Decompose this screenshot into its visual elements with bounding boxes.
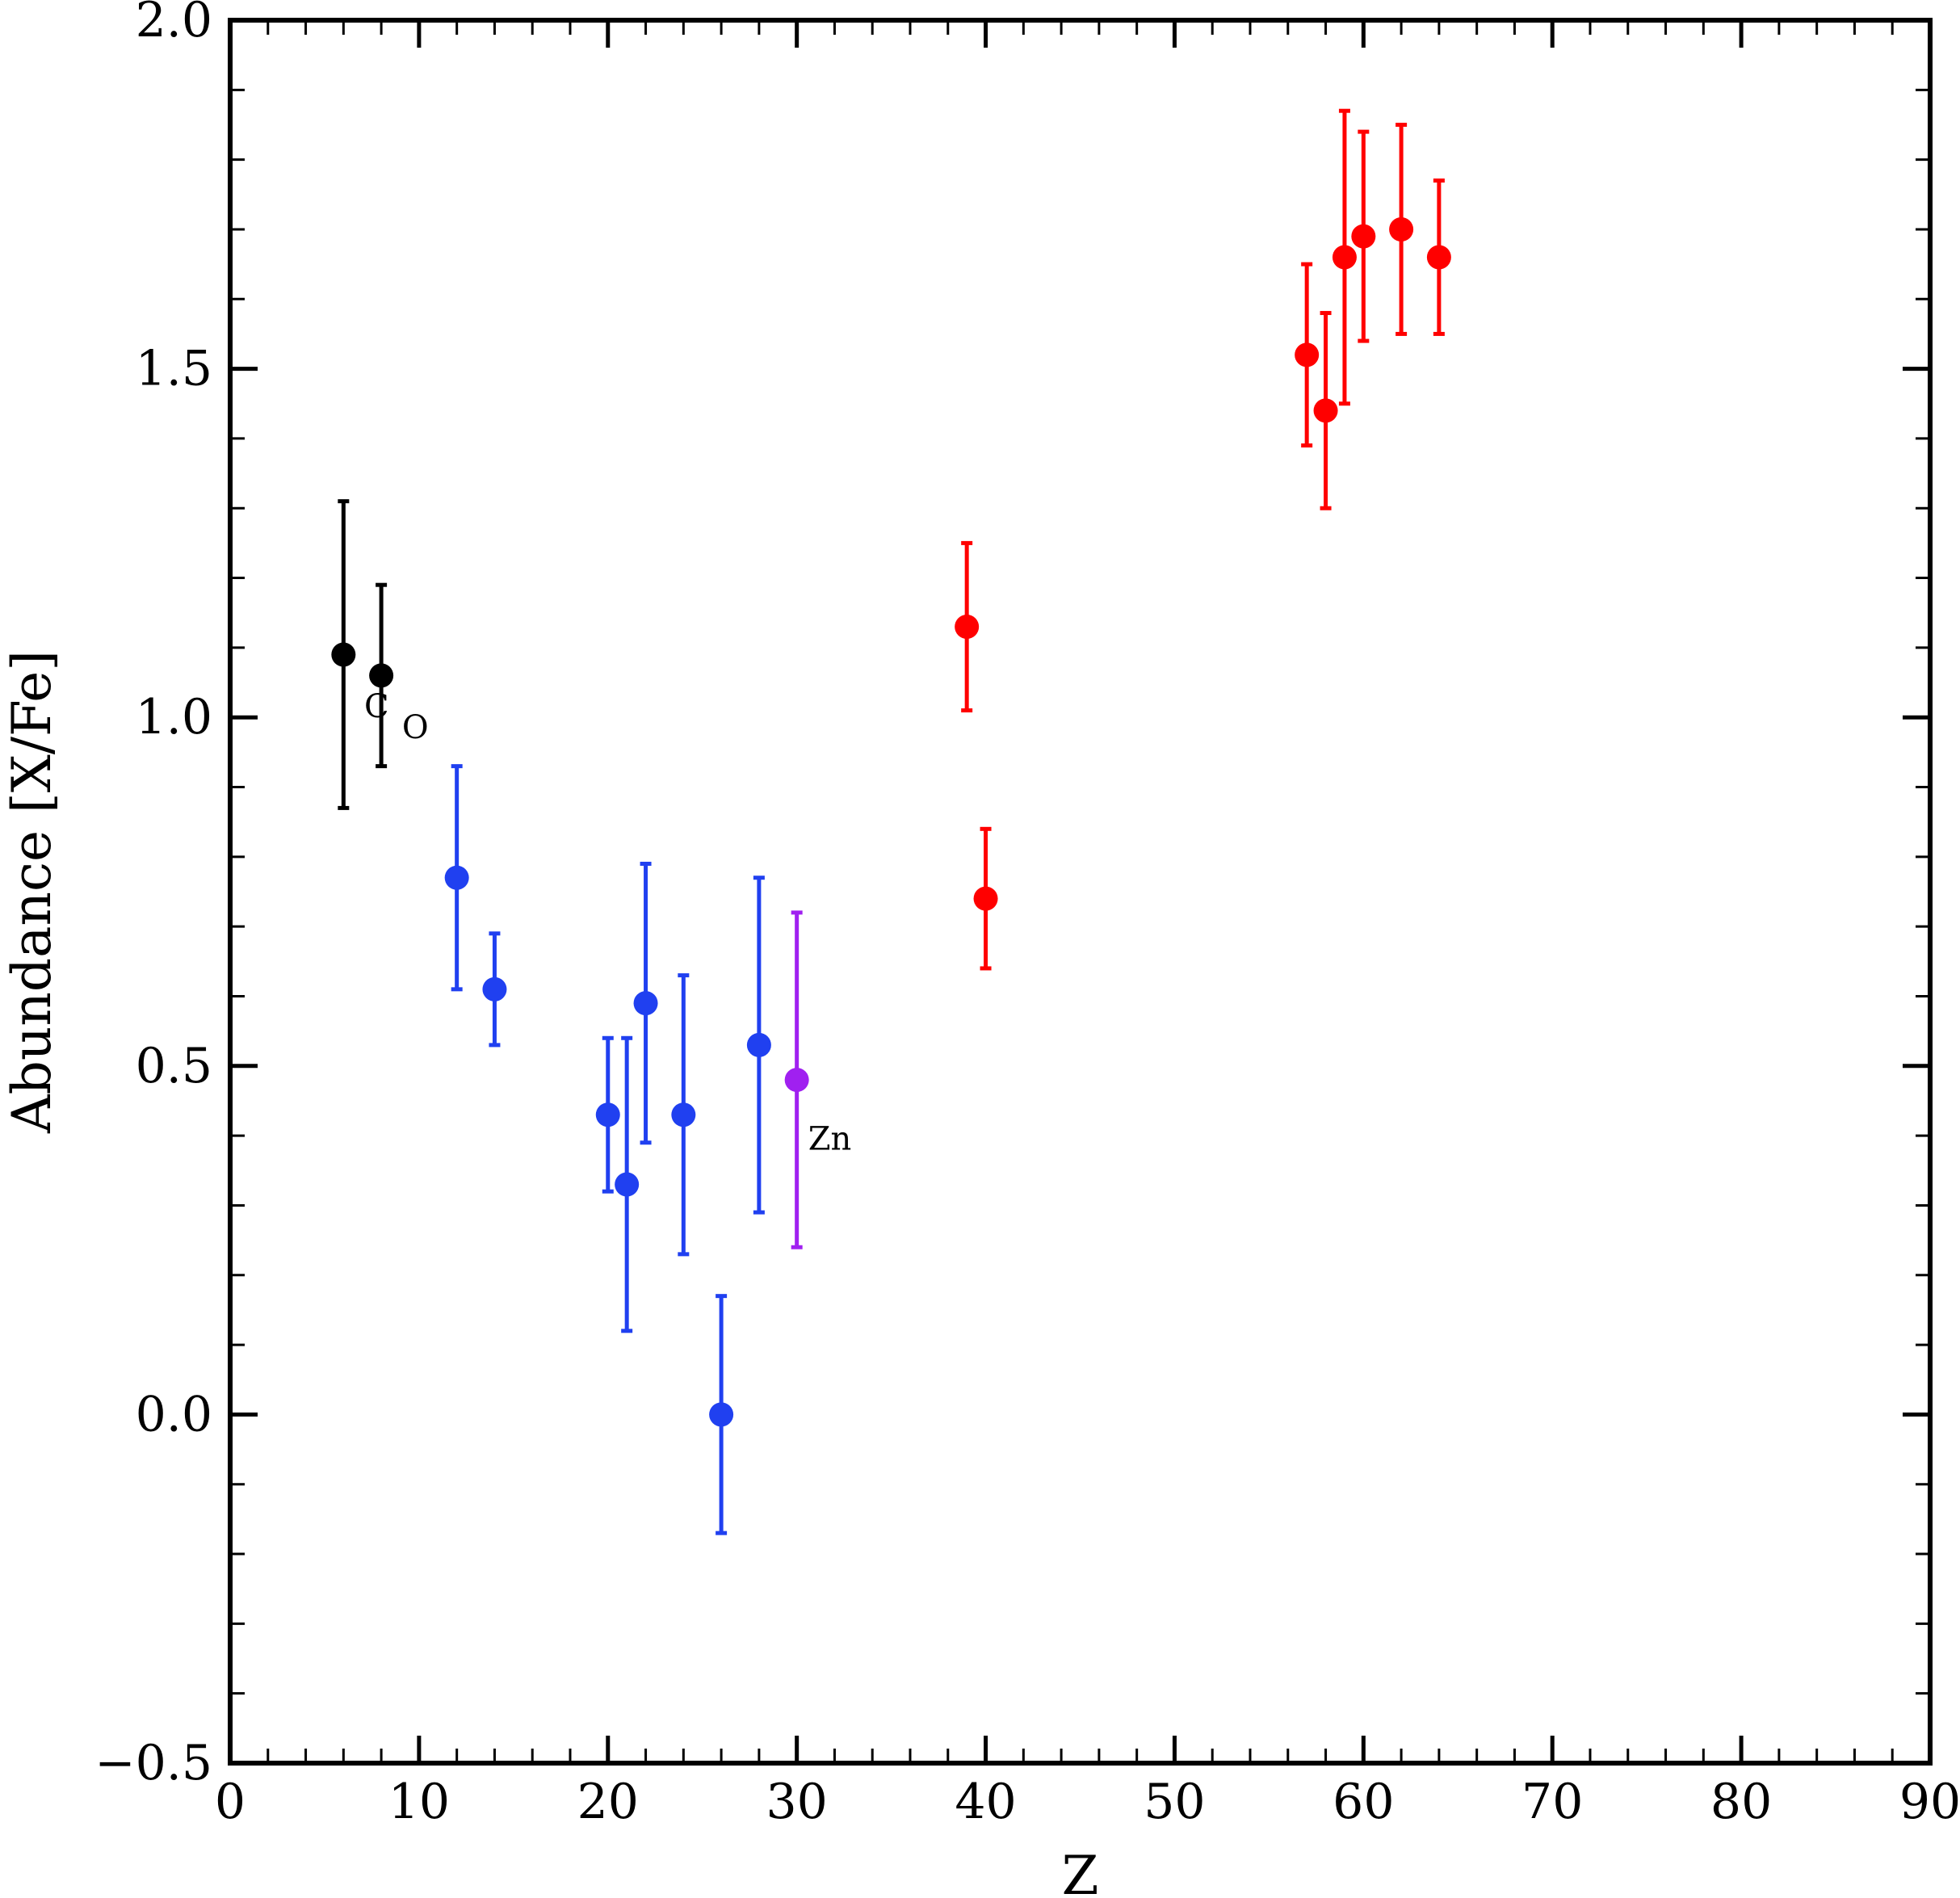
data-point [1426,178,1451,336]
data-point [482,931,507,1048]
data-marker [1426,245,1451,270]
x-tick-label: 80 [1710,1774,1772,1830]
data-point [709,1294,734,1535]
x-tick-label: 70 [1521,1774,1583,1830]
x-tick-label: 10 [388,1774,450,1830]
x-tick-label: 20 [577,1774,639,1830]
data-marker [1295,342,1320,367]
x-tick-label: 90 [1899,1774,1960,1830]
data-point [1332,108,1357,406]
data-point [671,973,696,1257]
data-marker [784,1068,809,1093]
x-tick-labels: 0 10 20 30 40 50 60 70 80 90 [215,1774,1960,1830]
data-point [955,540,980,713]
minor-ticks [230,20,1930,1763]
data-marker [595,1102,620,1127]
data-point [746,876,771,1215]
data-point [1313,311,1338,510]
data-point [973,826,998,971]
data-points [331,108,1451,1535]
data-marker [1351,224,1376,249]
data-marker [955,614,980,639]
element-label: O [402,709,429,746]
data-point [595,1035,620,1194]
data-marker [1313,398,1338,423]
plot-frame [228,18,1933,1766]
y-tick-label: 0.5 [136,1038,212,1094]
x-tick-label: 0 [215,1774,246,1830]
data-marker [1389,216,1414,241]
y-tick-labels: −0.5 0.0 0.5 1.0 1.5 2.0 [94,0,212,1791]
data-point [1351,129,1376,343]
y-tick-label: 1.0 [136,689,212,745]
data-marker [331,642,356,667]
data-marker [444,865,469,890]
x-tick-label: 40 [955,1774,1016,1830]
y-tick-label: 0.0 [136,1386,212,1442]
y-tick-label: 1.5 [136,341,212,397]
annotations: CO Zn [364,688,851,1157]
data-marker [973,886,998,911]
data-point [1389,122,1414,336]
y-axis-title: Abundance [X/Fe] [1,650,63,1134]
x-tick-label: 30 [766,1774,827,1830]
y-tick-label: −0.5 [94,1735,212,1791]
data-marker [671,1102,696,1127]
data-marker [615,1172,640,1197]
data-marker [633,991,658,1016]
data-point [633,861,658,1145]
data-point [444,764,469,992]
data-point [369,582,394,769]
data-marker [482,976,507,1001]
x-tick-label: 60 [1333,1774,1394,1830]
data-marker [1332,245,1357,270]
data-marker [746,1032,771,1057]
data-marker [369,663,394,688]
element-label: Zn [808,1120,852,1157]
data-point [615,1035,640,1333]
data-point [331,499,356,810]
x-tick-label: 50 [1144,1774,1205,1830]
element-label: C [364,688,389,725]
y-tick-label: 2.0 [136,0,212,48]
data-point [784,910,809,1249]
major-ticks [228,18,1933,1766]
data-point [1295,262,1320,448]
x-axis-title: Z [1062,1845,1099,1898]
data-marker [709,1402,734,1427]
